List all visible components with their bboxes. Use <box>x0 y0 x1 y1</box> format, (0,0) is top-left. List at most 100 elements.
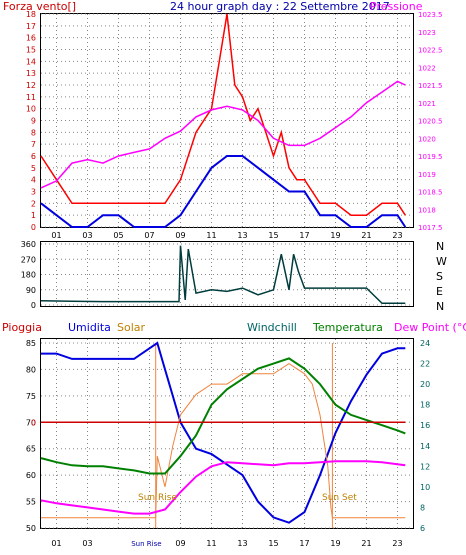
x-tick-label: 15 <box>268 231 278 240</box>
y-tick-label: 50 <box>26 524 36 533</box>
y-tick-label: 180 <box>21 271 36 280</box>
temperature-label: Temperatura <box>312 321 383 334</box>
x-tick-label: 23 <box>392 231 402 240</box>
y-tick-label: 0 <box>31 223 36 232</box>
humidity-label: Umidita <box>68 321 111 334</box>
rain-zero-label: 0 <box>31 418 36 427</box>
x-tick-label: 11 <box>206 539 216 548</box>
x-tick-label: 21 <box>361 231 371 240</box>
x-tick-label: 11 <box>206 231 216 240</box>
windchill-label: Windchill <box>247 321 297 334</box>
chart-title: 24 hour graph day : 22 Settembre 2017 <box>170 0 390 13</box>
y2-tick-label: 18 <box>420 401 430 410</box>
series-line <box>40 155 407 228</box>
right-label: Pressione <box>370 0 423 13</box>
rain-label: Pioggia <box>2 321 42 334</box>
x-tick-label: 07 <box>144 231 154 240</box>
compass-label: E <box>436 285 443 298</box>
y2-tick-label: 1023 <box>418 29 436 37</box>
x-tick-label: 03 <box>82 231 92 240</box>
x-tick-label: Sun Rise <box>131 540 161 548</box>
y2-tick-label: 6 <box>420 524 425 533</box>
y-tick-label: 75 <box>26 392 36 401</box>
dewpoint-label: Dew Point (°C) <box>394 321 466 334</box>
y-tick-label: 55 <box>26 498 36 507</box>
x-tick-label: 09 <box>175 231 185 240</box>
x-tick-label: 21 <box>361 539 371 548</box>
y2-tick-label: 16 <box>420 421 430 430</box>
y-tick-label: 70 <box>26 418 36 427</box>
y2-tick-label: 1021.5 <box>418 82 443 90</box>
series-line <box>40 80 406 189</box>
y-tick-label: 65 <box>26 445 36 454</box>
y-tick-label: 9 <box>31 117 36 126</box>
x-tick-label: 17 <box>299 231 309 240</box>
temperature-line <box>40 357 406 475</box>
y-tick-label: 90 <box>26 286 36 295</box>
y2-tick-label: 22 <box>420 360 430 369</box>
y-tick-label: 16 <box>26 34 36 43</box>
y-tick-label: 1 <box>31 211 36 220</box>
y2-tick-label: 12 <box>420 462 430 471</box>
y-tick-label: 4 <box>31 176 36 185</box>
y-tick-label: 6 <box>31 152 36 161</box>
x-tick-label: 05 <box>113 231 123 240</box>
solar-label: Solar <box>117 321 146 334</box>
y-tick-label: 85 <box>26 339 36 348</box>
y-tick-label: 17 <box>26 22 36 31</box>
y-tick-label: 0 <box>31 301 36 310</box>
x-tick-label: 17 <box>299 539 309 548</box>
y2-tick-label: 1022.5 <box>418 47 443 55</box>
x-tick-label: 03 <box>82 539 92 548</box>
x-tick-label: 19 <box>330 231 340 240</box>
compass-label: N <box>436 300 444 313</box>
y-tick-label: 5 <box>31 164 36 173</box>
y2-tick-label: 1018 <box>418 206 436 214</box>
compass-label: W <box>436 255 447 268</box>
x-tick-label: 19 <box>330 539 340 548</box>
x-tick-label: 23 <box>392 539 402 548</box>
series-line <box>40 13 406 216</box>
x-tick-label: 13 <box>237 231 247 240</box>
y2-tick-label: 1020 <box>418 135 436 143</box>
y-tick-label: 360 <box>21 240 36 249</box>
y-tick-label: 12 <box>26 81 36 90</box>
dewpoint-line <box>40 460 406 515</box>
sunset-marker-label: Sun Set <box>322 493 357 503</box>
panel-top <box>40 13 414 228</box>
y2-tick-label: 1020.5 <box>418 118 443 126</box>
y-tick-label: 15 <box>26 46 36 55</box>
y2-tick-label: 1023.5 <box>418 11 443 19</box>
series-line <box>40 245 406 305</box>
y-tick-label: 13 <box>26 69 36 78</box>
y2-tick-label: 1021 <box>418 100 436 108</box>
sunrise-marker-label: Sun Rise <box>138 493 177 503</box>
x-tick-label: 01 <box>51 539 61 548</box>
y-tick-label: 11 <box>26 93 36 102</box>
y2-tick-label: 1017.5 <box>418 224 443 232</box>
y-tick-label: 18 <box>26 10 36 19</box>
y2-tick-label: 14 <box>420 442 430 451</box>
y2-tick-label: 1018.5 <box>418 189 443 197</box>
y-tick-label: 2 <box>31 199 36 208</box>
y2-tick-label: 1022 <box>418 64 436 72</box>
x-tick-label: 13 <box>237 539 247 548</box>
y-tick-label: 8 <box>31 128 36 137</box>
y2-tick-label: 24 <box>420 339 430 348</box>
y2-tick-label: 10 <box>420 483 430 492</box>
panel-bottom <box>40 338 414 529</box>
y-tick-label: 10 <box>26 105 36 114</box>
x-tick-label: 09 <box>175 539 185 548</box>
y-tick-label: 80 <box>26 365 36 374</box>
y2-tick-label: 1019.5 <box>418 153 443 161</box>
compass-label: S <box>436 270 443 283</box>
y2-tick-label: 20 <box>420 380 430 389</box>
y-tick-label: 3 <box>31 188 36 197</box>
y-tick-label: 270 <box>21 255 36 264</box>
x-tick-label: 01 <box>51 231 61 240</box>
y-tick-label: 60 <box>26 471 36 480</box>
y2-tick-label: 1019 <box>418 171 436 179</box>
left-label: Forza vento[] <box>3 0 76 13</box>
compass-label: N <box>436 240 444 253</box>
